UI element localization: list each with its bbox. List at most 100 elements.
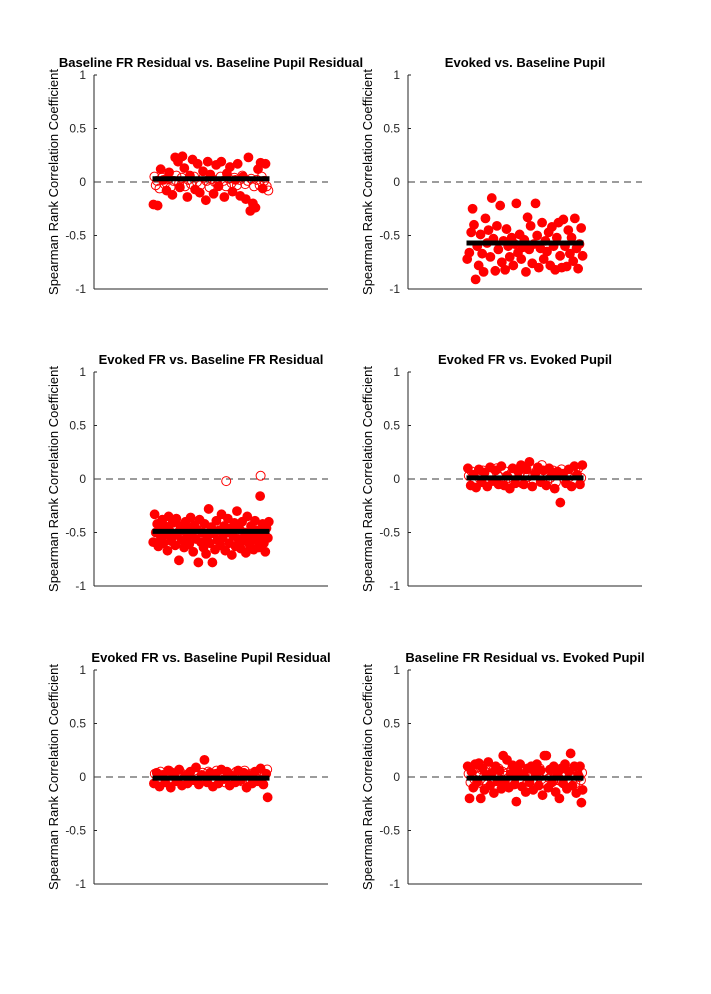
data-point-filled (483, 225, 494, 236)
y-tick-label: -0.5 (379, 526, 400, 540)
chart-title: Evoked FR vs. Baseline Pupil Residual (91, 650, 330, 665)
data-point-filled (193, 779, 204, 790)
y-tick-label: 0 (393, 770, 400, 784)
data-point-filled (469, 219, 479, 230)
data-point-filled (262, 792, 273, 803)
data-point-filled (194, 187, 205, 198)
chart-panel-2: -1 -0.5 0 0.5 1 Evoked vs. Baseline Pupil Spea… (360, 55, 642, 296)
data-point-filled (573, 263, 584, 274)
data-point-filled (203, 504, 214, 514)
data-point-filled (475, 793, 486, 804)
data-point-filled (174, 182, 185, 193)
data-point-filled (496, 461, 507, 472)
data-point-filled (213, 181, 224, 192)
y-tick-label: 1 (79, 365, 86, 379)
data-point-filled (262, 532, 273, 543)
y-tick-label: -0.5 (65, 229, 86, 243)
data-point-filled (577, 250, 588, 261)
data-point-filled (232, 506, 242, 517)
data-point-filled (533, 780, 544, 791)
y-tick-label: -1 (75, 579, 86, 593)
y-tick-label: -1 (75, 282, 86, 296)
data-point-filled (179, 163, 190, 173)
data-point-filled (537, 790, 548, 801)
chart-title: Baseline FR Residual vs. Evoked Pupil (405, 650, 644, 665)
data-point-filled (260, 158, 271, 169)
data-point-filled (219, 192, 230, 202)
data-point-filled (162, 545, 173, 556)
data-point-filled (530, 198, 541, 209)
y-tick-label: -1 (389, 877, 400, 891)
data-point-filled (568, 256, 579, 267)
data-point-filled (242, 511, 253, 522)
data-point-filled (542, 246, 552, 257)
data-point-filled (255, 491, 266, 502)
data-point-filled (240, 194, 251, 205)
y-tick-label: 0 (79, 175, 86, 189)
data-point-filled (171, 513, 182, 524)
data-point-filled (191, 762, 201, 773)
data-point-filled (250, 202, 261, 213)
data-point-filled (174, 555, 184, 566)
y-tick-label: 0.5 (383, 419, 400, 433)
data-point-filled (535, 765, 546, 776)
data-point-filled (192, 158, 203, 169)
data-point-filled (483, 757, 494, 767)
y-tick-label: -1 (389, 282, 400, 296)
data-point-filled (561, 261, 572, 272)
data-point-filled (492, 220, 502, 231)
data-point-filled (575, 479, 585, 490)
data-point-filled (486, 193, 497, 203)
y-tick-label: -0.5 (65, 824, 86, 838)
data-point-filled (470, 274, 481, 285)
data-point-filled (165, 782, 176, 793)
data-point-filled (216, 156, 227, 167)
data-point-filled (565, 748, 576, 759)
data-point-filled (515, 759, 525, 770)
data-point-filled (558, 214, 569, 225)
y-tick-label: -0.5 (379, 824, 400, 838)
data-point-filled (207, 557, 218, 568)
chart-title: Evoked FR vs. Baseline FR Residual (99, 352, 324, 367)
data-point-filled (184, 539, 195, 550)
data-point-filled (260, 546, 271, 557)
y-tick-label: 0 (393, 472, 400, 486)
data-point-open (221, 476, 232, 487)
data-point-filled (227, 186, 238, 197)
y-axis-label: Spearman Rank Correlation Coefficient (46, 69, 61, 295)
data-point-filled (193, 557, 204, 568)
data-point-filled (516, 254, 527, 264)
data-point-filled (232, 158, 243, 169)
y-tick-label: 0 (79, 770, 86, 784)
data-point-filled (485, 251, 496, 262)
chart-title: Baseline FR Residual vs. Baseline Pupil … (59, 55, 363, 70)
data-point-filled (533, 262, 544, 273)
y-axis-label: Spearman Rank Correlation Coefficient (360, 69, 375, 295)
y-tick-label: -1 (389, 579, 400, 593)
data-point-filled (521, 266, 531, 277)
data-point-filled (524, 456, 535, 467)
data-point-filled (463, 463, 473, 474)
y-tick-label: 0.5 (69, 122, 86, 136)
data-point-filled (477, 248, 488, 259)
data-point-filled (149, 509, 160, 520)
data-point-filled (263, 516, 274, 527)
y-tick-label: 1 (79, 663, 86, 677)
data-point-filled (576, 223, 587, 233)
data-point-filled (202, 156, 213, 167)
y-tick-label: 0.5 (69, 419, 86, 433)
data-point-filled (493, 244, 504, 255)
data-point-filled (576, 797, 587, 808)
data-point-filled (569, 213, 580, 224)
y-axis-label: Spearman Rank Correlation Coefficient (46, 664, 61, 890)
data-point-filled (566, 481, 577, 492)
data-point-filled (201, 549, 211, 559)
data-point-filled (152, 200, 163, 211)
data-point-filled (464, 247, 475, 258)
data-point-filled (257, 183, 268, 194)
data-point-filled (494, 765, 505, 776)
data-point-filled (177, 151, 188, 162)
y-tick-label: -0.5 (65, 526, 86, 540)
